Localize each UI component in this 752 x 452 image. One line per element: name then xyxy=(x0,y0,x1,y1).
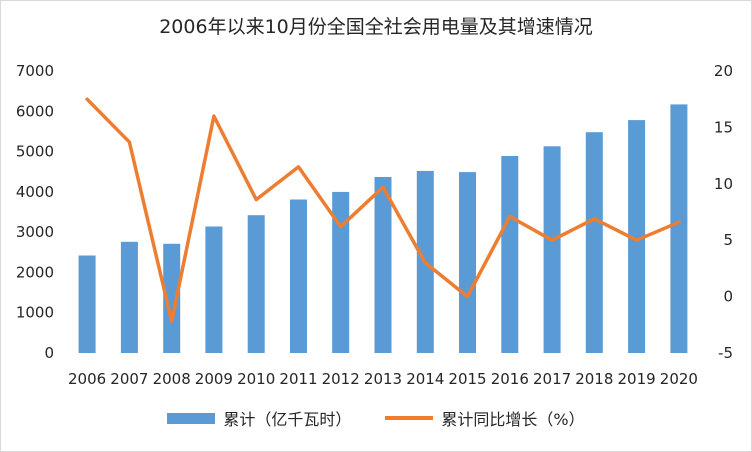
bar-2007 xyxy=(120,241,138,353)
x-tick-label: 2019 xyxy=(618,370,656,388)
y-left-tick-label: 3000 xyxy=(16,223,54,241)
bar-2015 xyxy=(459,172,476,353)
x-tick-label: 2006 xyxy=(68,370,106,388)
bar-2019 xyxy=(628,120,646,353)
x-tick-label: 2011 xyxy=(279,370,317,388)
y-left-tick-label: 0 xyxy=(44,344,54,362)
chart-title: 2006年以来10月份全国全社会用电量及其增速情况 xyxy=(159,16,593,38)
x-tick-label: 2020 xyxy=(660,370,698,388)
bar-2013 xyxy=(374,177,392,353)
line-series xyxy=(85,97,681,324)
bar-2008 xyxy=(163,243,181,353)
y-right-tick-label: 15 xyxy=(714,118,733,136)
bar-2017 xyxy=(543,146,561,353)
y-right-tick-label: 10 xyxy=(714,175,733,193)
bar-2006 xyxy=(78,255,96,353)
y-left-tick-label: 6000 xyxy=(16,102,54,120)
bar-2010 xyxy=(247,215,265,353)
bar-2018 xyxy=(585,132,603,353)
x-tick-label: 2016 xyxy=(491,370,529,388)
y-axis-right: -5 0 5 10 15 20 xyxy=(714,62,733,362)
y-right-tick-label: 5 xyxy=(723,231,733,249)
y-left-tick-label: 2000 xyxy=(16,263,54,281)
x-axis: 2006 2007 2008 2009 2010 2011 2012 2013 2014 2015… xyxy=(68,370,698,388)
bar-2020 xyxy=(670,104,688,354)
bar-2016 xyxy=(501,156,519,353)
legend-label-bar: 累计（亿千瓦时） xyxy=(223,410,352,429)
x-tick-label: 2013 xyxy=(364,370,402,388)
bar-series xyxy=(78,104,688,354)
y-right-tick-label: 0 xyxy=(723,288,733,306)
x-tick-label: 2015 xyxy=(448,370,486,388)
bar-2011 xyxy=(290,199,307,353)
x-tick-label: 2007 xyxy=(110,370,148,388)
legend-item-bar: 累计（亿千瓦时） xyxy=(167,406,351,430)
legend-swatch-line xyxy=(385,416,434,420)
x-tick-label: 2010 xyxy=(237,370,275,388)
legend: 累计（亿千瓦时） 累计同比增长（%） xyxy=(0,406,752,430)
y-axis-left: 0 1000 2000 3000 4000 5000 6000 7000 xyxy=(16,62,54,362)
x-tick-label: 2009 xyxy=(195,370,233,388)
legend-label-line: 累计同比增长（%） xyxy=(441,410,585,429)
x-tick-label: 2014 xyxy=(406,370,444,388)
y-left-tick-label: 5000 xyxy=(16,143,54,161)
bar-2009 xyxy=(205,226,223,353)
x-tick-label: 2012 xyxy=(322,370,360,388)
legend-swatch-bar xyxy=(167,412,216,424)
legend-item-line: 累计同比增长（%） xyxy=(385,406,585,430)
x-tick-label: 2017 xyxy=(533,370,571,388)
y-left-tick-label: 1000 xyxy=(16,304,54,322)
x-tick-label: 2008 xyxy=(153,370,191,388)
y-left-tick-label: 4000 xyxy=(16,183,54,201)
x-tick-label: 2018 xyxy=(575,370,613,388)
bar-2012 xyxy=(332,191,350,353)
y-left-tick-label: 7000 xyxy=(16,62,54,80)
y-right-tick-label: -5 xyxy=(718,344,733,362)
y-right-tick-label: 20 xyxy=(714,62,733,80)
